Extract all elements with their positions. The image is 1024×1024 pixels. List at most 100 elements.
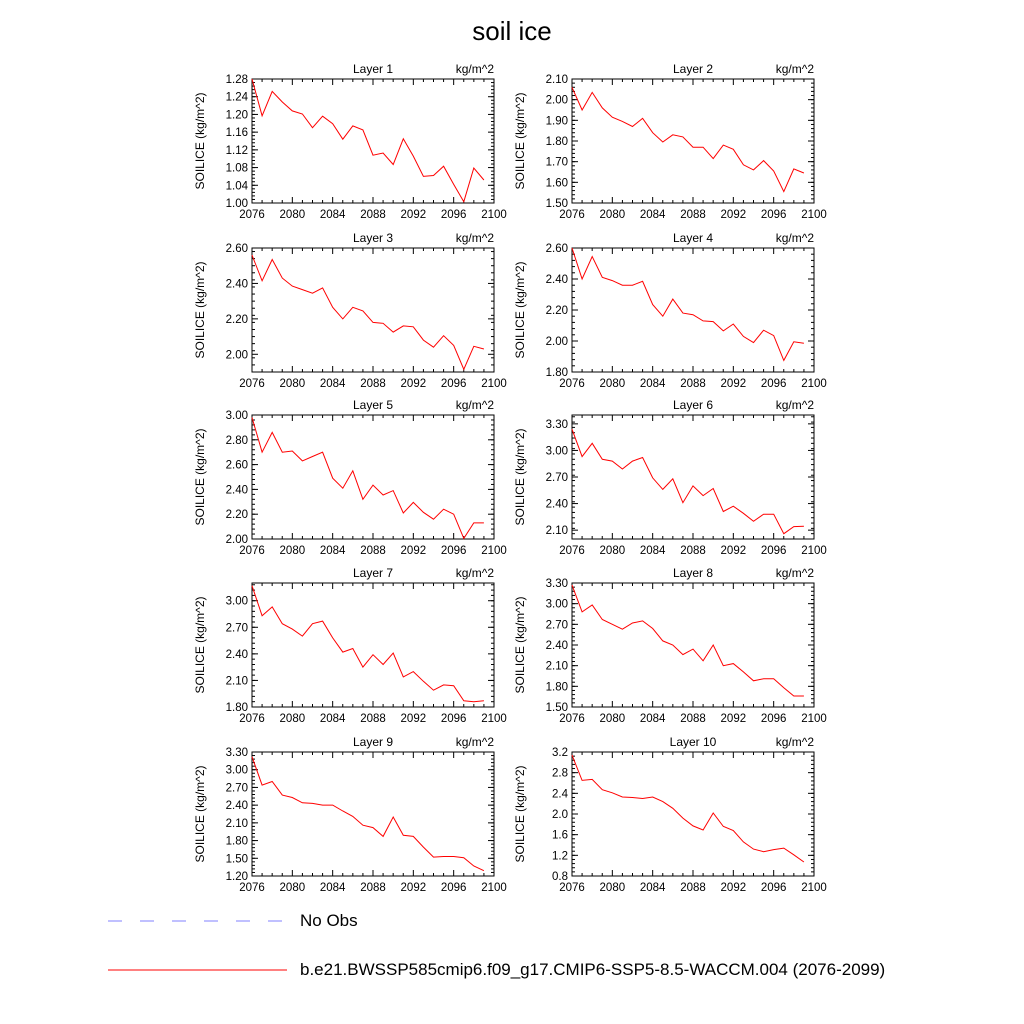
x-tick-label: 2080 (280, 882, 306, 894)
y-tick-label: 1.80 (226, 702, 248, 714)
series-line (251, 254, 485, 371)
x-tick-label: 2080 (280, 378, 306, 390)
y-tick-label: 2.60 (226, 243, 248, 255)
x-tick-label: 2100 (801, 378, 827, 390)
panel-title: Layer 5 (353, 398, 393, 412)
x-tick-label: 2100 (481, 209, 507, 221)
series-line (251, 585, 484, 703)
y-tick-label: 2.60 (546, 243, 568, 255)
x-tick-label: 2088 (680, 882, 706, 894)
plot-frame (571, 78, 815, 204)
panel-units: kg/m^2 (776, 231, 815, 245)
y-tick-label: 1.80 (546, 136, 568, 148)
y-tick-label: 1.08 (226, 163, 248, 175)
series-line (571, 429, 804, 535)
y-tick-label: 2.40 (546, 499, 568, 511)
x-tick-label: 2096 (441, 209, 467, 221)
y-axis-label: SOILICE (kg/m^2) (513, 262, 527, 359)
y-tick-label: 3.00 (546, 445, 568, 457)
y-tick-label: 3.30 (546, 419, 568, 431)
panel-title: Layer 8 (673, 566, 713, 580)
series-line (251, 78, 485, 203)
x-tick-label: 2100 (481, 713, 507, 725)
x-tick-label: 2092 (401, 882, 427, 894)
y-tick-label: 1.80 (226, 836, 248, 848)
x-tick-label: 2080 (280, 545, 306, 557)
panel-units: kg/m^2 (456, 398, 495, 412)
x-tick-label: 2084 (320, 882, 346, 894)
panel-layer-2: 2076 2080 2084 2088 2092 2096 2100 1.50 1.60 1.70… (513, 62, 827, 221)
panel-layer-3: 2076 2080 2084 2088 2092 2096 2100 2.00 2.20 2.40… (193, 231, 507, 390)
y-tick-label: 1.60 (546, 177, 568, 189)
x-tick-label: 2084 (640, 545, 666, 557)
x-tick-label: 2096 (441, 545, 467, 557)
y-axis-label: SOILICE (kg/m^2) (193, 597, 207, 694)
x-tick-label: 2100 (481, 545, 507, 557)
x-tick-label: 2076 (559, 545, 585, 557)
y-tick-label: 3.30 (226, 747, 248, 759)
x-tick-label: 2100 (481, 882, 507, 894)
panel-layer-10: 2076 2080 2084 2088 2092 2096 2100 0.8 1.2 1.6 2.0… (513, 735, 827, 894)
panel-layer-4: 2076 2080 2084 2088 2092 2096 2100 1.80 2.00 2.20… (513, 231, 827, 390)
x-tick-label: 2096 (761, 882, 787, 894)
y-tick-label: 2.60 (226, 460, 248, 472)
panel-title: Layer 6 (673, 398, 713, 412)
plot-frame (571, 582, 815, 708)
panel-title: Layer 1 (353, 62, 393, 76)
panel-units: kg/m^2 (456, 231, 495, 245)
y-tick-label: 3.00 (546, 599, 568, 611)
y-tick-label: 2.10 (546, 525, 568, 537)
x-tick-label: 2092 (721, 545, 747, 557)
x-tick-label: 2084 (640, 378, 666, 390)
panel-units: kg/m^2 (456, 566, 495, 580)
y-tick-label: 2.00 (546, 336, 568, 348)
panel-layer-5: 2076 2080 2084 2088 2092 2096 2100 2.00 2.20 2.40… (193, 398, 507, 557)
y-tick-label: 2.20 (546, 305, 568, 317)
x-tick-label: 2100 (801, 545, 827, 557)
y-axis-label: SOILICE (kg/m^2) (193, 766, 207, 863)
series-line (251, 756, 485, 872)
x-tick-label: 2092 (401, 713, 427, 725)
panel-layer-8: 2076 2080 2084 2088 2092 2096 2100 1.50 1.80 2.10… (513, 566, 827, 725)
y-tick-label: 2.8 (552, 768, 568, 780)
y-tick-label: 2.40 (226, 649, 248, 661)
y-tick-label: 2.10 (226, 675, 248, 687)
y-tick-label: 1.16 (226, 127, 248, 139)
y-tick-label: 2.4 (552, 788, 569, 800)
panel-layer-9: 2076 2080 2084 2088 2092 2096 2100 1.20 1.50 1.80… (193, 735, 507, 894)
y-tick-label: 3.30 (546, 578, 568, 590)
y-tick-label: 0.8 (552, 871, 568, 883)
y-axis-label: SOILICE (kg/m^2) (193, 93, 207, 190)
y-tick-label: 3.00 (226, 596, 248, 608)
y-tick-label: 1.50 (546, 702, 568, 714)
x-tick-label: 2076 (239, 209, 265, 221)
panel-title: Layer 4 (673, 231, 713, 245)
x-tick-label: 2092 (401, 545, 427, 557)
x-tick-label: 2076 (559, 713, 585, 725)
y-tick-label: 2.40 (546, 640, 568, 652)
x-tick-label: 2088 (360, 378, 386, 390)
panel-units: kg/m^2 (776, 566, 815, 580)
x-tick-label: 2092 (721, 378, 747, 390)
x-tick-label: 2084 (320, 209, 346, 221)
x-tick-label: 2084 (320, 713, 346, 725)
x-tick-label: 2080 (600, 378, 626, 390)
series-line (571, 754, 805, 863)
y-tick-label: 1.50 (226, 853, 248, 865)
y-tick-label: 2.20 (226, 314, 248, 326)
panel-title: Layer 2 (673, 62, 713, 76)
panel-layer-1: 2076 2080 2084 2088 2092 2096 2100 1.00 1.04 1.08… (193, 62, 507, 221)
y-tick-label: 1.90 (546, 115, 568, 127)
panel-title: Layer 7 (353, 566, 393, 580)
panel-units: kg/m^2 (776, 735, 815, 749)
y-tick-label: 2.70 (226, 622, 248, 634)
plot-frame (251, 414, 495, 540)
x-tick-label: 2092 (401, 378, 427, 390)
y-tick-label: 2.70 (546, 472, 568, 484)
plot-frame (251, 247, 495, 373)
panel-layer-7: 2076 2080 2084 2088 2092 2096 2100 1.80 2.10 2.40… (193, 566, 507, 725)
x-tick-label: 2080 (280, 209, 306, 221)
x-tick-label: 2084 (640, 209, 666, 221)
x-tick-label: 2084 (640, 713, 666, 725)
